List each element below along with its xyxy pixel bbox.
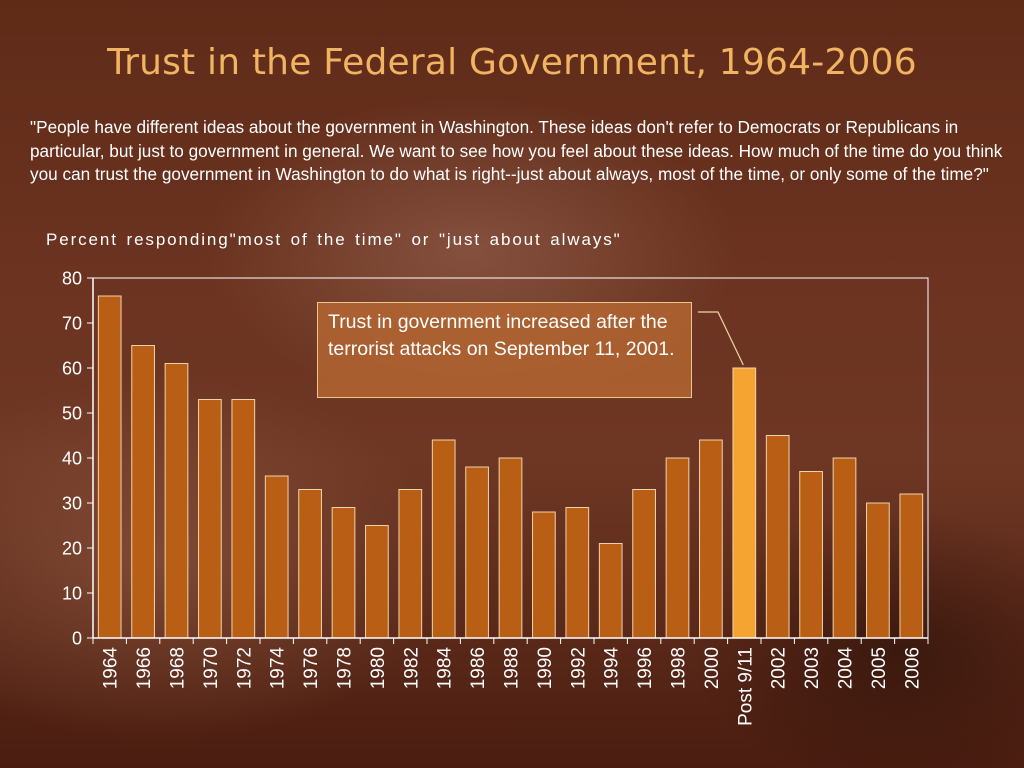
x-tick-label: 2004 (836, 647, 857, 690)
bar-post-9-11 (732, 367, 757, 639)
y-tick-label: 80 (62, 269, 82, 289)
x-tick-label: 1988 (502, 647, 523, 689)
bar-1980 (365, 525, 389, 639)
x-tick-label: 1986 (468, 647, 489, 689)
x-tick-label: 1984 (435, 647, 456, 690)
x-tick-label: 1998 (669, 647, 690, 689)
y-axis-label: Percent responding"most of the time" or … (46, 230, 622, 249)
survey-question: "People have different ideas about the g… (30, 117, 1003, 184)
annotation-box: Trust in government increased after the … (317, 302, 692, 398)
x-tick-label: 2002 (769, 647, 790, 689)
bar-1966 (131, 345, 155, 639)
x-tick-label: 2006 (902, 647, 923, 689)
bar-1992 (565, 507, 590, 639)
x-tick-label: 2005 (869, 647, 890, 689)
bar-2002 (765, 435, 790, 639)
bar-2006 (899, 493, 924, 639)
x-tick-label: 2000 (702, 647, 723, 689)
slide-title: Trust in the Federal Government, 1964-20… (107, 42, 917, 83)
bar-2003 (799, 471, 823, 639)
bar-2004 (832, 457, 857, 639)
bar-1976 (298, 489, 322, 639)
bar-1990 (532, 511, 556, 639)
bar-2005 (866, 502, 890, 639)
y-tick-label: 10 (62, 584, 82, 604)
x-tick-label: Post 9/11 (735, 647, 756, 726)
x-tick-label: 1982 (401, 647, 422, 689)
y-tick-label: 50 (62, 404, 82, 424)
annotation-leader (698, 311, 744, 366)
x-tick-label: 1976 (301, 647, 322, 689)
x-tick-label: 1966 (134, 647, 155, 689)
bar-1988 (498, 457, 523, 639)
x-tick-label: 1968 (168, 647, 189, 689)
bar-1968 (164, 363, 189, 639)
y-tick-label: 30 (62, 494, 82, 514)
x-tick-label: 1992 (568, 647, 589, 689)
bar-1996 (632, 489, 656, 639)
bar-1994 (598, 543, 623, 639)
x-tick-label: 1970 (201, 647, 222, 689)
x-tick-label: 1974 (268, 647, 289, 690)
bar-1974 (264, 475, 289, 639)
bar-2000 (699, 439, 723, 639)
x-tick-label: 1990 (535, 647, 556, 689)
bar-1972 (231, 399, 256, 639)
y-tick-label: 70 (62, 314, 82, 334)
x-tick-label: 1994 (602, 647, 623, 690)
bar-1982 (398, 489, 423, 639)
annotation-leader-line (698, 311, 744, 366)
bar-1964 (97, 295, 122, 639)
y-tick-label: 40 (62, 449, 82, 469)
y-tick-label: 60 (62, 359, 82, 379)
x-tick-label: 1978 (335, 647, 356, 689)
x-tick-label: 1996 (635, 647, 656, 689)
x-tick-label: 2003 (802, 647, 823, 689)
bar-1978 (331, 507, 356, 639)
y-tick-label: 0 (72, 629, 82, 649)
axes: 1964 1966 1968 1970 1972 1974 1976 1978 1980 1982… (62, 269, 929, 726)
x-tick-label: 1972 (234, 647, 255, 689)
bar-1970 (198, 399, 222, 639)
bar-1986 (465, 466, 489, 639)
x-tick-label: 1964 (101, 647, 122, 690)
x-tick-label: 1980 (368, 647, 389, 689)
bar-1984 (431, 439, 456, 639)
y-tick-label: 20 (62, 539, 82, 559)
bar-1998 (665, 457, 690, 639)
